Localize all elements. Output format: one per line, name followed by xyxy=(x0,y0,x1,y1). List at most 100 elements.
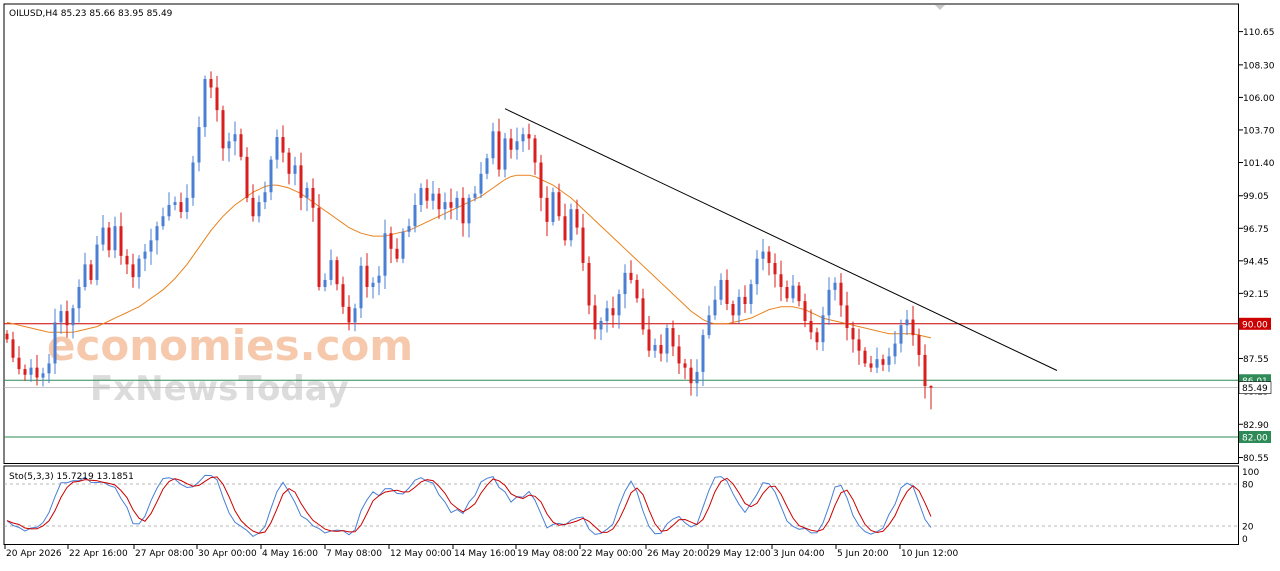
candle xyxy=(845,291,849,341)
time-tick-label: 20 Apr 2026 xyxy=(6,549,62,559)
candle-body xyxy=(497,131,501,170)
price-tick-label: 101.40 xyxy=(1243,159,1275,169)
candle-body xyxy=(869,363,873,368)
candle-body xyxy=(269,159,273,193)
candle xyxy=(131,253,135,288)
candle-body xyxy=(809,320,813,333)
candle-body xyxy=(227,141,231,149)
candle xyxy=(377,266,381,296)
time-tick-label: 26 May 20:00 xyxy=(647,549,709,559)
candle xyxy=(857,328,861,365)
candle xyxy=(641,288,645,335)
candle xyxy=(311,178,315,222)
candle xyxy=(305,182,309,212)
candle xyxy=(227,132,231,162)
price-tick-label: 87.55 xyxy=(1243,355,1269,365)
candle-body xyxy=(815,332,819,343)
candle-body xyxy=(587,262,591,306)
candle xyxy=(833,277,837,301)
candle xyxy=(815,327,819,351)
candle xyxy=(191,155,195,206)
candle-body xyxy=(185,197,189,213)
candle-body xyxy=(611,308,615,316)
candle xyxy=(425,179,429,209)
candle xyxy=(539,154,543,212)
candle xyxy=(629,260,633,284)
candle xyxy=(785,280,789,302)
candle xyxy=(521,127,525,152)
candle-body xyxy=(779,274,783,288)
price-tick-label: 80.55 xyxy=(1243,454,1269,464)
candle xyxy=(863,347,867,367)
time-tick-label: 12 May 00:00 xyxy=(390,549,452,559)
trend-line[interactable] xyxy=(504,108,1058,371)
candle xyxy=(749,279,753,314)
candle-body xyxy=(563,216,567,241)
candle xyxy=(671,320,675,357)
time-tick-label: 4 May 16:00 xyxy=(262,549,318,559)
candle xyxy=(821,306,825,352)
candle-body xyxy=(467,197,471,224)
candle xyxy=(929,385,933,410)
candle-body xyxy=(53,322,57,364)
candle xyxy=(251,184,255,222)
candle xyxy=(287,148,291,185)
candle xyxy=(209,71,213,99)
candle xyxy=(89,259,93,285)
candle xyxy=(791,274,795,303)
candle-body xyxy=(479,173,483,194)
candle xyxy=(587,256,591,315)
candle-body xyxy=(293,165,297,174)
candle-body xyxy=(419,187,423,205)
candle xyxy=(665,324,669,363)
time-tick-label: 10 Jun 12:00 xyxy=(901,549,958,559)
time-tick-label: 29 May 12:00 xyxy=(709,549,771,559)
candle xyxy=(323,273,327,292)
stoch-tick-label: 100 xyxy=(1242,468,1259,478)
candle-body xyxy=(899,325,903,344)
candle-body xyxy=(731,303,735,316)
candle xyxy=(113,216,117,259)
candle-body xyxy=(407,226,411,232)
candle-body xyxy=(533,138,537,163)
candle-body xyxy=(725,279,729,304)
candle-body xyxy=(827,289,831,316)
candle xyxy=(125,249,129,275)
candle xyxy=(881,354,885,372)
candle-body xyxy=(635,279,639,299)
candle-body xyxy=(539,162,543,198)
candle xyxy=(155,221,159,255)
candle-body xyxy=(281,137,285,153)
candle xyxy=(149,228,153,265)
price-tick-label: 108.30 xyxy=(1243,61,1275,71)
price-tick-label: 103.70 xyxy=(1243,126,1275,136)
candle-body xyxy=(689,367,693,384)
candle-body xyxy=(371,282,375,288)
candle-body xyxy=(395,248,399,259)
stoch-signal-line xyxy=(6,476,932,534)
candle-body xyxy=(485,158,489,174)
candle xyxy=(773,253,777,288)
shift-marker-icon[interactable] xyxy=(935,5,945,10)
candle xyxy=(341,276,345,314)
candle xyxy=(557,183,561,221)
candle xyxy=(203,75,207,137)
candle xyxy=(647,315,651,357)
candle xyxy=(401,228,405,264)
candle-body xyxy=(653,345,657,351)
candle xyxy=(185,184,189,220)
candle-body xyxy=(545,197,549,222)
candle-body xyxy=(911,319,915,336)
candle-body xyxy=(197,127,201,163)
time-tick-label: 3 Jun 04:00 xyxy=(773,549,825,559)
price-tick-label: 92.15 xyxy=(1243,290,1269,300)
candle xyxy=(29,359,33,382)
candle-body xyxy=(929,386,933,388)
candle-body xyxy=(851,328,855,340)
candle-body xyxy=(89,264,93,280)
candle-body xyxy=(707,315,711,336)
candle-body xyxy=(551,192,555,222)
candle-body xyxy=(107,227,111,251)
candle-body xyxy=(833,282,837,290)
